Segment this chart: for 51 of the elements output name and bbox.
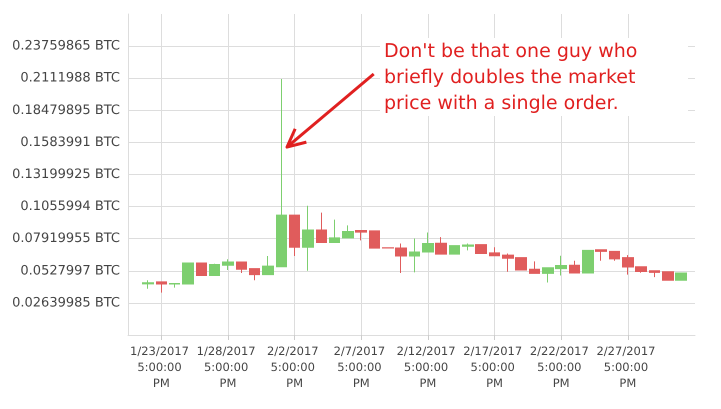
candlestick: [196, 262, 207, 276]
candlestick: [342, 224, 354, 239]
candlestick: [289, 214, 300, 256]
y-tick-label: 0.2111988 BTC: [20, 70, 120, 86]
x-tick-label: 2/12/2017 5:00:00 PM: [396, 344, 460, 390]
y-tick-label: 0.07919955 BTC: [12, 231, 120, 246]
x-tick-label: 2/7/2017 5:00:00 PM: [334, 344, 389, 390]
candlestick: [355, 230, 367, 241]
annotation: Don't be that one guy who briefly doubles the market price with a single order.: [380, 38, 688, 116]
y-tick-label: 0.1055994 BTC: [20, 199, 120, 214]
candlestick: [276, 78, 287, 268]
y-tick-label: 0.18479895 BTC: [12, 102, 120, 118]
x-tick-label: 1/23/2017 5:00:00 PM: [130, 344, 193, 390]
candlestick: [449, 244, 460, 255]
candlestick: [475, 244, 487, 254]
candlestick: [582, 249, 594, 274]
candlestick: [329, 219, 340, 243]
candlestick: [609, 250, 620, 262]
candlestick: [262, 255, 274, 276]
y-tick-label: 0.23759865 BTC: [12, 38, 120, 54]
candlestick: [209, 263, 220, 276]
candlestick: [182, 262, 194, 285]
candlestick: [369, 230, 380, 249]
candlestick: [662, 271, 674, 281]
candlestick: [489, 246, 500, 256]
candlestick: [169, 282, 180, 288]
candlestick: [569, 260, 580, 274]
candlestick: [529, 260, 540, 274]
x-tick-label: 2/2/2017 5:00:00 PM: [266, 344, 322, 390]
candlestick: [142, 280, 154, 290]
candlestick: [302, 205, 314, 272]
y-tick-label: 0.13199925 BTC: [12, 167, 120, 182]
candlestick: [222, 258, 234, 270]
candlestick: [249, 268, 260, 281]
x-tick-label: 2/17/2017 5:00:00 PM: [463, 344, 526, 390]
candlestick: [409, 238, 420, 273]
candlestick: [595, 249, 607, 262]
candlestick: [316, 212, 327, 243]
candlestick: [435, 236, 447, 255]
candlestick: [675, 272, 687, 281]
x-tick-label: 1/28/2017 5:00:00 PM: [196, 344, 260, 390]
candlestick: [236, 261, 247, 274]
y-tick-label: 0.02639985 BTC: [12, 295, 120, 310]
candlestick: [422, 232, 434, 252]
candlestick: [156, 281, 167, 294]
y-tick-label: 0.1583991 BTC: [20, 134, 120, 150]
y-tick-label: 0.0527997 BTC: [20, 263, 120, 278]
x-tick-label: 2/22/2017 5:00:00 PM: [530, 344, 592, 390]
candlestick: [462, 242, 474, 251]
x-tick-label: 2/27/2017 5:00:00 PM: [596, 344, 660, 390]
candlestick: [649, 270, 660, 278]
